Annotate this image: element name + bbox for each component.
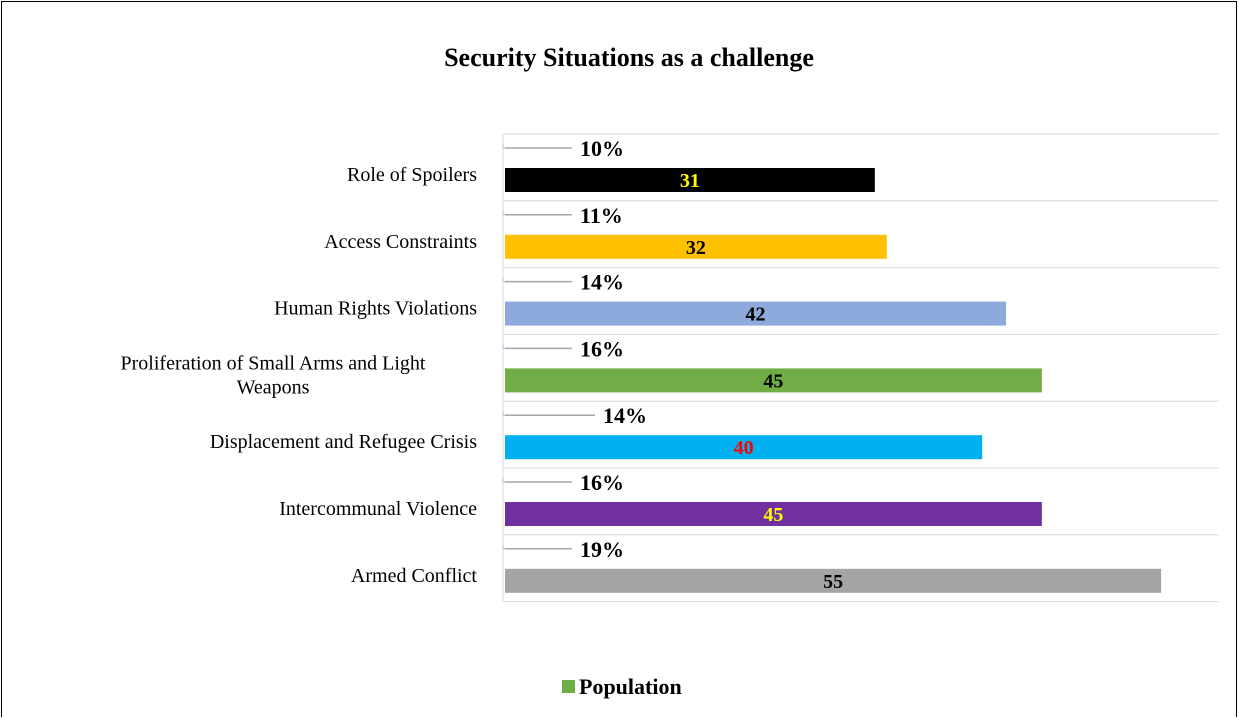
legend-swatch-population (562, 680, 575, 693)
bar (505, 368, 1042, 393)
bar-value-label: 40 (734, 437, 754, 459)
percent-label: 11% (580, 203, 623, 228)
bar-value-label: 32 (686, 237, 706, 259)
bars: 31 10% 32 11% 42 14% 45 16% 40 14% 45 16% 55 19% (502, 136, 1162, 593)
category-labels: Role of Spoilers Access Constraints Human … (121, 164, 478, 587)
bar (505, 568, 1162, 593)
category-label: Access Constraints (324, 231, 477, 253)
legend-label-population: Population (579, 674, 682, 699)
legend: Population (562, 674, 682, 699)
bar (505, 502, 1042, 526)
bar (505, 435, 983, 460)
gridlines (502, 133, 1219, 603)
category-label: Armed Conflict (351, 565, 478, 587)
percent-label: 16% (580, 470, 624, 495)
bar (505, 168, 875, 192)
percent-label: 14% (603, 403, 647, 428)
category-label: Proliferation of Small Arms and Light Wea… (121, 352, 426, 398)
category-label: Role of Spoilers (347, 164, 477, 186)
chart-title: Security Situations as a challenge (444, 43, 814, 72)
percent-label: 14% (580, 270, 624, 295)
category-label: Human Rights Violations (274, 298, 477, 320)
percent-label: 16% (580, 336, 624, 361)
category-label: Intercommunal Violence (279, 498, 477, 520)
bar-value-label: 55 (823, 571, 843, 593)
percent-label: 10% (580, 136, 624, 161)
bar-value-label: 31 (680, 170, 700, 192)
bar-value-label: 45 (763, 370, 783, 392)
category-label: Displacement and Refugee Crisis (210, 431, 477, 453)
percent-label: 19% (580, 537, 624, 562)
bar-value-label: 42 (746, 304, 766, 326)
bar (505, 301, 1007, 326)
bar (505, 234, 887, 259)
bar-value-label: 45 (763, 504, 783, 526)
